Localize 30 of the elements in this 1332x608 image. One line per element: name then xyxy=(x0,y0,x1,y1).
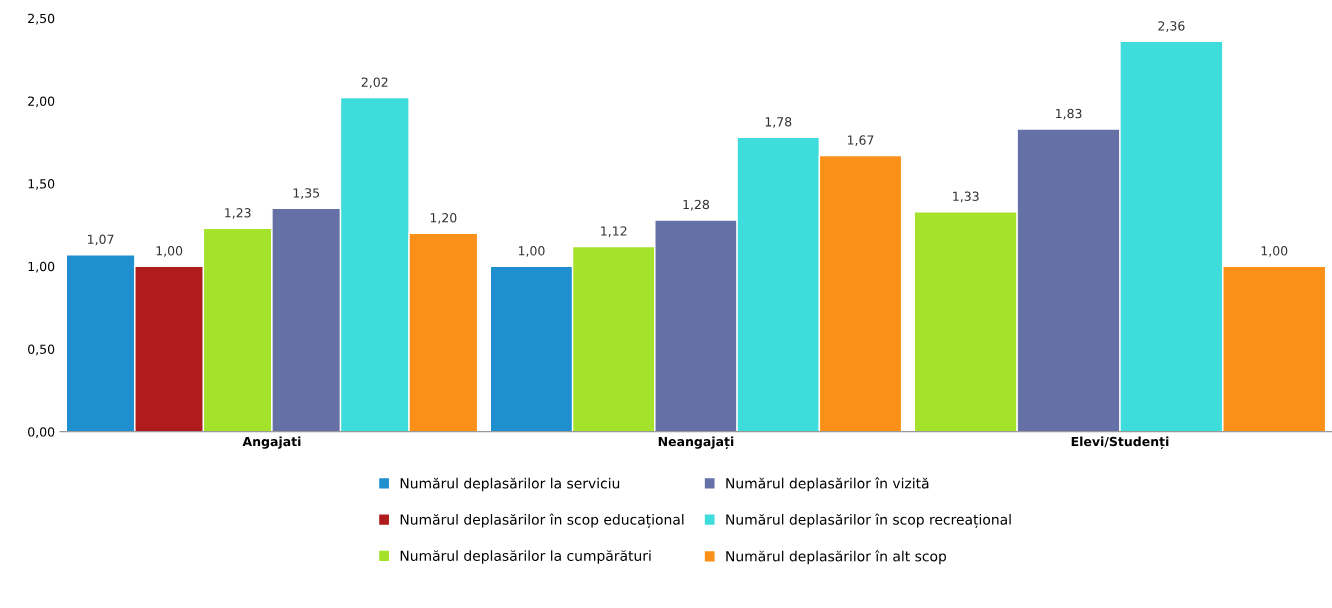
legend-label: Numărul deplasărilor în scop recreațional xyxy=(726,513,1011,528)
legend-label: Numărul deplasărilor în vizită xyxy=(726,477,929,492)
data-label: 1,00 xyxy=(518,246,545,257)
data-label: 1,83 xyxy=(1056,108,1082,120)
x-tick-label: Neangajați xyxy=(658,436,734,450)
y-tick-label: 2,00 xyxy=(28,96,55,108)
data-label: 1,67 xyxy=(847,135,874,147)
data-label: 1,23 xyxy=(225,208,251,219)
data-label: 1,07 xyxy=(88,234,114,246)
data-label: 1,35 xyxy=(293,188,320,199)
data-label: 1,20 xyxy=(430,213,457,224)
x-tick-label: Angajati xyxy=(242,436,301,449)
legend-label: Numărul deplasărilor la serviciu xyxy=(400,477,620,492)
y-tick-label: 1,50 xyxy=(28,179,55,190)
data-label: 1,00 xyxy=(1261,246,1288,257)
data-label: 2,02 xyxy=(361,77,388,89)
data-label: 2,36 xyxy=(1158,21,1185,32)
data-label: 1,28 xyxy=(683,199,710,211)
y-tick-label: 1,00 xyxy=(28,261,55,273)
y-tick-label: 0,50 xyxy=(28,344,55,356)
data-label: 1,78 xyxy=(765,117,792,128)
data-label: 1,12 xyxy=(601,226,627,237)
x-tick-label: Elevi/Studenți xyxy=(1071,436,1169,450)
legend-label: Numărul deplasărilor la cumpărături xyxy=(400,550,651,564)
legend-label: Numărul deplasărilor în alt scop xyxy=(726,550,947,565)
data-label: 1,33 xyxy=(953,191,979,203)
y-tick-label: 2,50 xyxy=(28,13,55,25)
legend-label: Numărul deplasărilor în scop educațional xyxy=(400,513,684,528)
y-tick-label: 0,00 xyxy=(28,427,55,438)
data-label: 1,00 xyxy=(156,246,183,257)
